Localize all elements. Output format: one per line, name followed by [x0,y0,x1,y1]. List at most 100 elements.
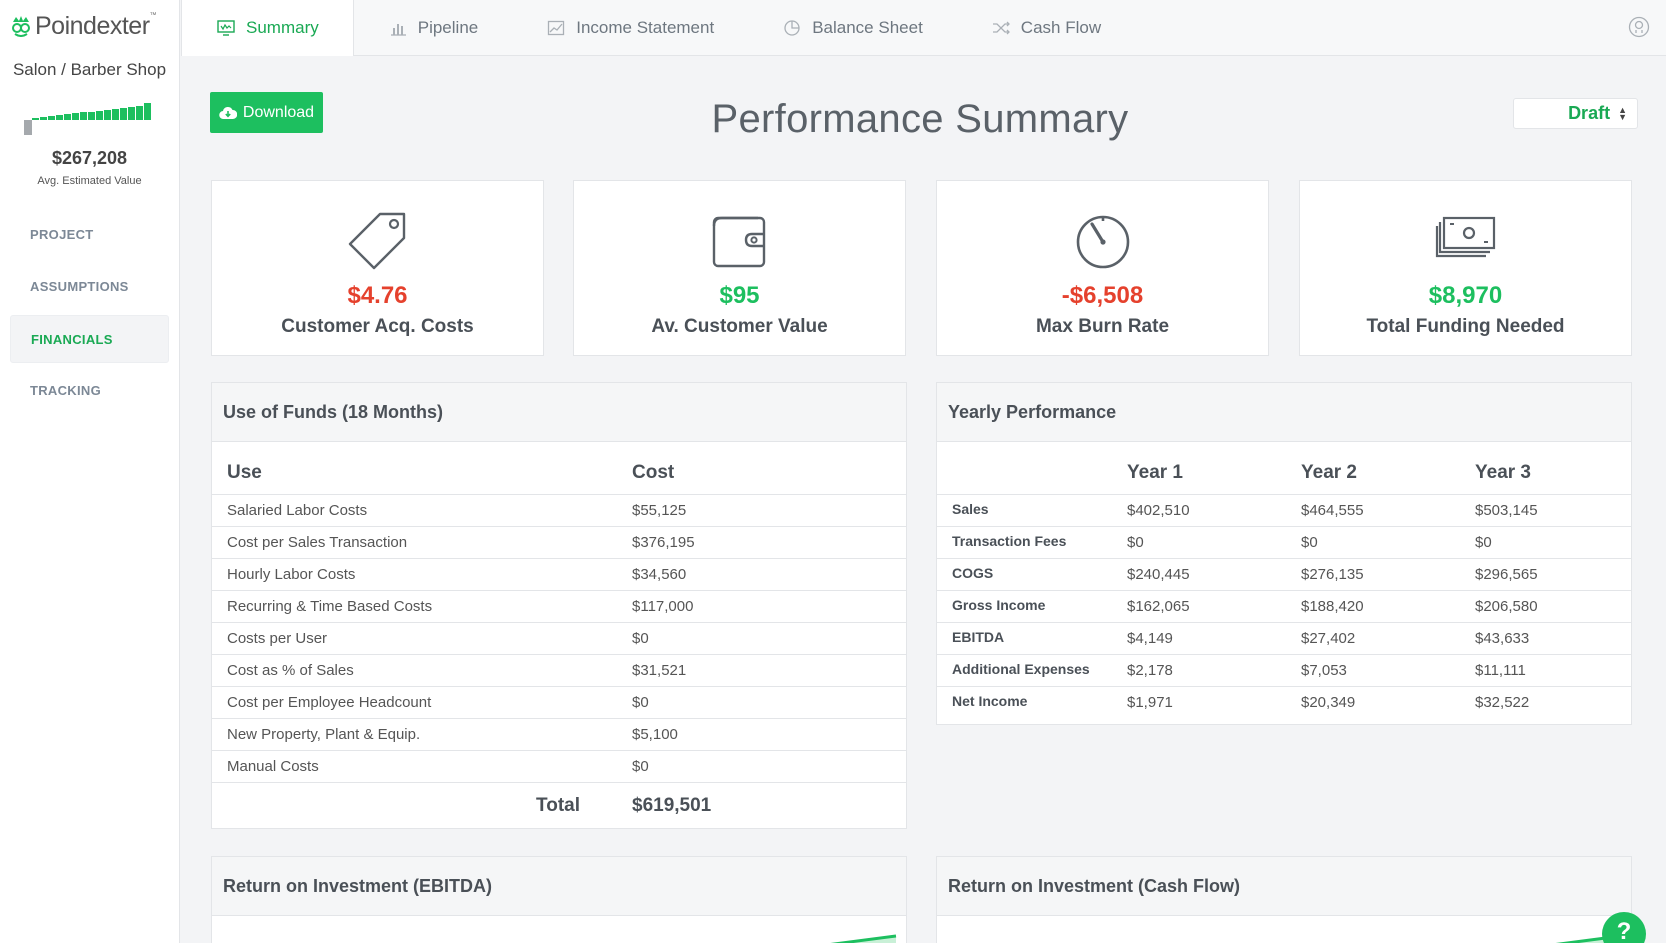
use-cell: Hourly Labor Costs [212,558,632,591]
total-row: Total $619,501 [212,782,906,830]
year-3-value: $11,111 [1475,654,1631,687]
summary-icon [216,18,236,38]
use-cell: New Property, Plant & Equip. [212,718,632,751]
year-1-value: $402,510 [1127,494,1301,527]
panel-title: Yearly Performance [937,383,1631,442]
trend-bar [32,118,39,120]
year-1-value: $0 [1127,526,1301,559]
line-chart-icon [546,18,566,38]
logo[interactable]: Poindexter ™ [0,0,179,52]
kpi-label: Av. Customer Value [651,316,828,337]
download-button[interactable]: Download [210,92,323,133]
panel-title: Return on Investment (Cash Flow) [937,857,1631,916]
kpi-card-total-funding-needed: $8,970 Total Funding Needed [1299,180,1632,356]
tab-pipeline[interactable]: Pipeline [354,0,513,56]
use-cell: Costs per User [212,622,632,655]
trend-bar [56,114,63,120]
metric-label: Transaction Fees [937,526,1127,559]
table-row: Recurring & Time Based Costs $117,000 [212,590,906,623]
year-2-value: $27,402 [1301,622,1475,655]
help-button[interactable]: ? [1602,912,1646,943]
year-3-value: $503,145 [1475,494,1631,527]
kpi-value: $8,970 [1428,282,1503,309]
table-header-row: Use Cost [212,442,906,495]
table-row: Cost per Employee Headcount $0 [212,686,906,719]
tag-icon [348,212,405,270]
avg-estimated-value: $267,208 [51,148,128,168]
year-3-value: $206,580 [1475,590,1631,623]
sidebar-item-assumptions[interactable]: ASSUMPTIONS [30,279,129,294]
trend-bar [144,103,151,120]
column-header-year-2: Year 2 [1301,442,1475,495]
table-row: Gross Income $162,065 $188,420 $206,580 [937,590,1631,623]
trend-bar [136,105,143,120]
use-cell: Cost per Sales Transaction [212,526,632,559]
table-row: New Property, Plant & Equip. $5,100 [212,718,906,751]
sidebar-item-tracking[interactable]: TRACKING [30,383,102,398]
column-header-cost: Cost [632,442,906,495]
trend-bar [48,115,55,120]
year-2-value: $7,053 [1301,654,1475,687]
year-2-value: $0 [1301,526,1475,559]
panel-title: Return on Investment (EBITDA) [212,857,906,916]
cloud-download-icon [219,106,237,119]
roi-cash-flow-panel: Return on Investment (Cash Flow) [936,856,1632,943]
table-row: Cost as % of Sales $31,521 [212,654,906,687]
download-label: Download [242,103,315,121]
year-1-value: $1,971 [1127,693,1173,711]
year-2-value: $20,349 [1301,693,1356,711]
kpi-card-av-customer-value: $95 Av. Customer Value [573,180,906,356]
cost-cell: $34,560 [632,558,906,591]
column-header-year-3: Year 3 [1475,442,1631,495]
roi-ebitda-panel: Return on Investment (EBITDA) [211,856,907,943]
tab-summary[interactable]: Summary [181,0,354,56]
gauge-icon [1076,215,1129,269]
tab-balance-sheet-label: Balance Sheet [812,18,923,37]
tab-cash-flow[interactable]: Cash Flow [957,0,1135,56]
tab-balance-sheet[interactable]: Balance Sheet [748,0,957,56]
cost-cell: $376,195 [632,526,906,559]
sidebar-item-financials[interactable]: FINANCIALS [10,315,169,363]
tab-income-statement[interactable]: Income Statement [512,0,748,56]
cost-cell: $0 [632,686,906,719]
year-3-value: $32,522 [1475,693,1530,711]
roi-cash-flow-chart [1555,934,1622,943]
trend-bar [96,110,103,120]
year-1-value: $4,149 [1127,622,1301,655]
trend-bar [24,120,32,136]
status-select[interactable]: Draft ▲ ▼ [1513,98,1638,129]
select-arrows-icon: ▲ ▼ [1618,104,1627,122]
use-of-funds-table: Use Cost Salaried Labor Costs $55,125 Cost… [212,442,906,830]
roi-ebitda-chart [830,934,897,943]
kpi-label: Max Burn Rate [1035,316,1170,337]
table-row: Hourly Labor Costs $34,560 [212,558,906,591]
column-header-year-1: Year 1 [1127,442,1301,495]
sidebar-nav: PROJECT ASSUMPTIONS FINANCIALS TRACKING [0,211,179,415]
table-row: Salaried Labor Costs $55,125 [212,494,906,527]
metric-label: Gross Income [937,590,1127,623]
kpi-value: $4.76 [347,282,408,309]
metric-label: EBITDA [937,622,1127,655]
kpi-card-customer-acq-costs: $4.76 Customer Acq. Costs [211,180,544,356]
cost-cell: $117,000 [632,590,906,623]
year-2-value: $276,135 [1301,558,1475,591]
user-account-icon[interactable] [1628,16,1650,38]
value-trend-chart [24,96,164,136]
use-cell: Salaried Labor Costs [212,494,632,527]
top-nav: Summary Pipeline Income Statement Balanc… [181,0,1666,56]
status-value: Draft [1568,103,1611,123]
table-row: Manual Costs $0 [212,750,906,783]
year-1-value: $162,065 [1127,590,1301,623]
use-cell: Manual Costs [212,750,632,783]
table-row: Sales $402,510 $464,555 $503,145 [937,494,1631,527]
use-cell: Cost per Employee Headcount [212,686,632,719]
page-title: Performance Summary [711,97,1129,141]
yearly-performance-table: Year 1 Year 2 Year 3 Sales $402,510 $464,5… [937,442,1631,718]
brand-name: Poindexter [35,11,150,40]
year-2-value: $464,555 [1301,494,1475,527]
sidebar-item-project[interactable]: PROJECT [30,227,94,242]
cost-cell: $0 [632,750,906,783]
brand-tm: ™ [149,12,157,19]
trend-bar [128,107,135,120]
panel-title: Use of Funds (18 Months) [212,383,906,442]
